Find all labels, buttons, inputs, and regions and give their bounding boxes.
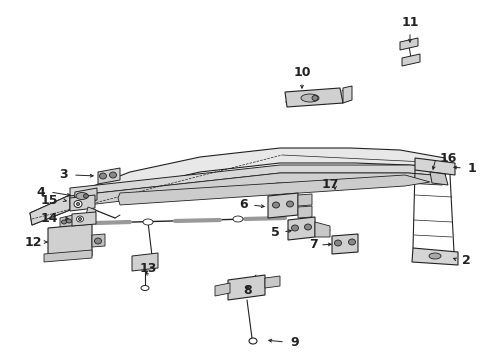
- Polygon shape: [412, 248, 458, 265]
- Text: 15: 15: [41, 194, 58, 207]
- Polygon shape: [74, 188, 97, 204]
- Text: 7: 7: [309, 238, 318, 252]
- Ellipse shape: [99, 173, 106, 179]
- Polygon shape: [44, 250, 92, 262]
- Ellipse shape: [335, 240, 342, 246]
- Text: 16: 16: [440, 152, 457, 165]
- Polygon shape: [415, 158, 455, 175]
- Polygon shape: [30, 148, 448, 225]
- Polygon shape: [265, 276, 280, 288]
- Polygon shape: [228, 275, 265, 300]
- Ellipse shape: [78, 217, 81, 220]
- Polygon shape: [48, 224, 92, 260]
- Polygon shape: [268, 193, 298, 218]
- Polygon shape: [430, 172, 448, 185]
- Ellipse shape: [249, 338, 257, 344]
- Polygon shape: [288, 217, 315, 240]
- Text: 5: 5: [271, 225, 280, 238]
- Polygon shape: [298, 194, 312, 206]
- Ellipse shape: [233, 216, 243, 222]
- Polygon shape: [92, 234, 105, 247]
- Ellipse shape: [83, 194, 89, 198]
- Text: 6: 6: [240, 198, 248, 211]
- Polygon shape: [70, 195, 95, 211]
- Ellipse shape: [109, 172, 117, 178]
- Text: 17: 17: [321, 179, 339, 192]
- Polygon shape: [118, 175, 430, 205]
- Ellipse shape: [304, 224, 312, 230]
- Ellipse shape: [348, 239, 356, 245]
- Polygon shape: [70, 165, 448, 196]
- Text: 14: 14: [41, 211, 58, 225]
- Ellipse shape: [76, 216, 83, 222]
- Polygon shape: [315, 222, 330, 237]
- Polygon shape: [86, 207, 96, 218]
- Polygon shape: [215, 283, 230, 296]
- Ellipse shape: [67, 219, 72, 223]
- Text: 10: 10: [293, 66, 311, 78]
- Polygon shape: [70, 173, 445, 207]
- Ellipse shape: [95, 238, 101, 244]
- Polygon shape: [72, 212, 96, 226]
- Text: 11: 11: [401, 15, 419, 28]
- Polygon shape: [402, 54, 420, 66]
- Text: 2: 2: [462, 253, 471, 266]
- Text: 8: 8: [244, 284, 252, 297]
- Polygon shape: [343, 86, 352, 103]
- Ellipse shape: [143, 219, 153, 225]
- Polygon shape: [30, 195, 70, 225]
- Polygon shape: [98, 168, 120, 184]
- Text: 13: 13: [139, 261, 157, 274]
- Ellipse shape: [141, 285, 149, 291]
- Ellipse shape: [301, 94, 319, 102]
- Polygon shape: [400, 38, 418, 50]
- Text: 4: 4: [36, 185, 45, 198]
- Ellipse shape: [429, 253, 441, 259]
- Ellipse shape: [272, 202, 279, 208]
- Polygon shape: [285, 88, 343, 107]
- Ellipse shape: [76, 202, 79, 206]
- Polygon shape: [298, 206, 312, 218]
- Polygon shape: [60, 215, 73, 230]
- Polygon shape: [332, 234, 358, 254]
- Ellipse shape: [312, 95, 318, 100]
- Ellipse shape: [76, 193, 88, 199]
- Text: 12: 12: [24, 235, 42, 248]
- Polygon shape: [132, 253, 158, 271]
- Text: 3: 3: [59, 168, 68, 181]
- Text: 9: 9: [290, 336, 298, 348]
- Ellipse shape: [287, 201, 294, 207]
- Ellipse shape: [74, 201, 82, 207]
- Text: 1: 1: [468, 162, 477, 175]
- Ellipse shape: [62, 220, 67, 224]
- Ellipse shape: [292, 225, 298, 231]
